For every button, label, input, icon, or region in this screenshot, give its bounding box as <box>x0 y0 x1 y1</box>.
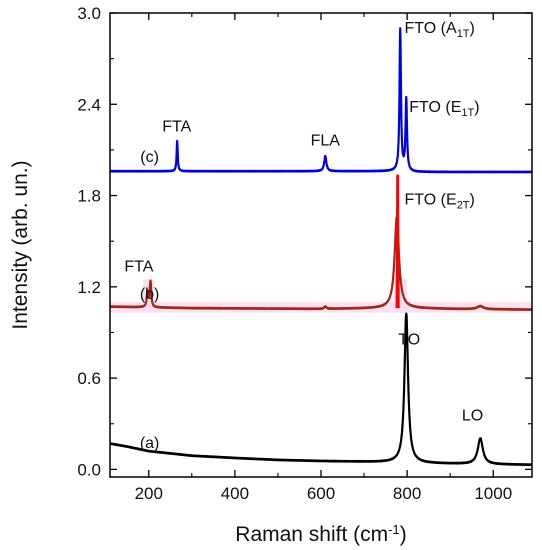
annotation-lo-a: LO <box>462 408 483 425</box>
series-b-main-peak <box>395 174 400 309</box>
y-tick-label: 0.0 <box>77 460 101 479</box>
y-tick-label: 2.4 <box>77 95 101 114</box>
y-tick-label: 3.0 <box>77 4 101 23</box>
series-group <box>110 27 532 467</box>
annotation-text: FTO (A <box>405 20 457 37</box>
annotation-to-a: TO <box>398 332 420 349</box>
annotation-text-end: ) <box>470 20 475 37</box>
annotation-text: TO <box>398 332 420 349</box>
annotation-fla-c: FLA <box>311 132 341 149</box>
series-line-c <box>110 27 532 174</box>
annotation-text: FTA <box>124 259 153 276</box>
annotation-subscript: 1T <box>457 28 470 40</box>
annotation-subscript: 1T <box>461 107 474 119</box>
annotation-fta-b: FTA <box>124 259 153 276</box>
annotation-text: (b) <box>140 286 160 303</box>
x-tick-label: 800 <box>393 484 421 503</box>
y-tick-label: 1.2 <box>77 278 101 297</box>
series-line-b <box>110 215 532 311</box>
annotation-text: FTO (E <box>405 192 457 209</box>
annotation-fto-e2t: FTO (E2T) <box>405 192 475 212</box>
annotation-text: FTA <box>162 119 191 136</box>
x-axis-title: Raman shift (cm-1) <box>235 522 406 547</box>
annotation-text: (c) <box>140 149 159 166</box>
annotation-text-end: ) <box>470 192 475 209</box>
series-line-a <box>110 312 532 467</box>
annotation-text: FLA <box>311 132 341 149</box>
x-tick-label: 600 <box>307 484 335 503</box>
y-axis-title: Intensity (arb. un.) <box>9 160 32 329</box>
annotation-fto-e1t: FTO (E1T) <box>409 99 479 119</box>
x-tick-label: 200 <box>135 484 163 503</box>
y-tick-label: 0.6 <box>77 369 101 388</box>
annotation-label-a: (a) <box>140 435 160 452</box>
plot-area <box>110 27 532 467</box>
y-tick-label: 1.8 <box>77 187 101 206</box>
annotation-text-end: ) <box>474 99 479 116</box>
x-tick-label: 400 <box>221 484 249 503</box>
annotation-label-b: (b) <box>140 286 160 303</box>
annotation-text: FTO (E <box>409 99 461 116</box>
annotation-fto-a1t: FTO (A1T) <box>405 20 475 40</box>
annotation-text: (a) <box>140 435 160 452</box>
annotation-fta-c: FTA <box>162 119 191 136</box>
x-tick-label: 1000 <box>474 484 512 503</box>
axes: 200 400 600 800 1000 0.0 0.6 1.2 1.8 2.4 3.0 <box>77 4 532 503</box>
annotation-label-c: (c) <box>140 149 159 166</box>
annotation-text: LO <box>462 408 483 425</box>
annotation-subscript: 2T <box>457 200 470 212</box>
